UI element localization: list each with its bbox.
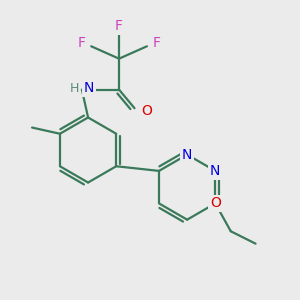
Text: O: O	[210, 196, 221, 210]
Text: F: F	[78, 36, 86, 50]
Text: F: F	[152, 36, 160, 50]
Text: F: F	[115, 19, 123, 33]
Text: O: O	[142, 104, 152, 118]
Text: H: H	[70, 82, 79, 94]
Text: N: N	[210, 164, 220, 178]
Text: N: N	[182, 148, 192, 162]
Text: N: N	[83, 81, 94, 95]
